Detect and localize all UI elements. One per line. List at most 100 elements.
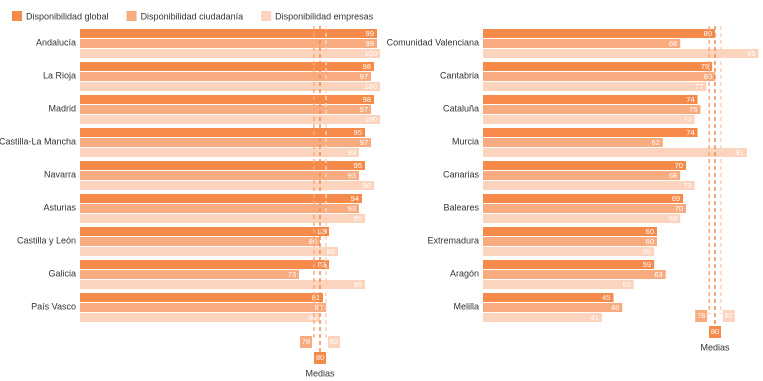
value-label: 91 xyxy=(736,148,744,157)
mean-label: 80 xyxy=(316,353,324,362)
legend-swatch xyxy=(261,11,272,21)
bar xyxy=(483,72,715,81)
bar xyxy=(80,95,374,104)
value-label: 70 xyxy=(675,161,683,170)
category-label: Canarias xyxy=(443,169,480,179)
value-label: 62 xyxy=(651,138,659,147)
value-label: 73 xyxy=(288,270,296,279)
bar xyxy=(483,313,602,322)
bar xyxy=(80,161,365,170)
category-label: Baleares xyxy=(443,202,479,212)
bar xyxy=(80,128,365,137)
value-label: 45 xyxy=(602,293,610,302)
value-label: 63 xyxy=(654,270,662,279)
mean-box xyxy=(314,352,326,364)
value-label: 80 xyxy=(309,313,317,322)
bar xyxy=(483,105,701,114)
value-label: 73 xyxy=(683,115,691,124)
value-label: 93 xyxy=(348,148,356,157)
value-label: 95 xyxy=(354,128,362,137)
bar xyxy=(483,39,681,48)
value-label: 93 xyxy=(348,171,356,180)
category-label: Madrid xyxy=(48,103,76,113)
bar xyxy=(483,247,655,256)
value-label: 100 xyxy=(364,82,377,91)
bar xyxy=(80,194,362,203)
value-label: 77 xyxy=(695,82,703,91)
category-label: Murcia xyxy=(452,136,479,146)
category-label: Galicia xyxy=(48,268,76,278)
value-label: 97 xyxy=(360,72,368,81)
bar xyxy=(80,49,380,58)
bar xyxy=(80,280,365,289)
mean-box xyxy=(709,326,721,338)
value-label: 59 xyxy=(643,260,651,269)
mean-box xyxy=(722,310,735,322)
bar xyxy=(483,204,686,213)
category-label: Melilla xyxy=(453,301,479,311)
value-label: 86 xyxy=(327,247,335,256)
bar xyxy=(80,138,371,147)
bar xyxy=(80,62,374,71)
bar xyxy=(483,29,715,38)
value-label: 80 xyxy=(309,237,317,246)
bar xyxy=(80,39,377,48)
value-label: 68 xyxy=(669,171,677,180)
value-label: 95 xyxy=(747,49,755,58)
value-label: 60 xyxy=(646,227,654,236)
bar xyxy=(80,181,374,190)
bar xyxy=(80,115,380,124)
bar xyxy=(483,214,681,223)
value-label: 94 xyxy=(351,194,359,203)
legend-label: Disponibilidad global xyxy=(26,11,109,21)
bar xyxy=(483,62,713,71)
bar xyxy=(483,181,695,190)
value-label: 73 xyxy=(683,181,691,190)
bar xyxy=(80,214,365,223)
bar xyxy=(80,247,338,256)
category-label: Cantabria xyxy=(440,70,479,80)
means-title: Medias xyxy=(305,368,335,378)
legend-swatch xyxy=(12,11,22,21)
mean-box xyxy=(695,310,708,322)
bar xyxy=(80,260,329,269)
bar xyxy=(483,148,747,157)
bar xyxy=(80,303,326,312)
bar xyxy=(80,313,320,322)
value-label: 95 xyxy=(354,214,362,223)
value-label: 99 xyxy=(366,39,374,48)
bar xyxy=(80,227,329,236)
value-label: 69 xyxy=(672,194,680,203)
bar xyxy=(483,293,614,302)
bar xyxy=(483,138,663,147)
value-label: 97 xyxy=(360,138,368,147)
bar xyxy=(483,237,657,246)
bar xyxy=(80,82,380,91)
bar xyxy=(483,128,698,137)
bar xyxy=(80,293,323,302)
category-label: La Rioja xyxy=(43,70,76,80)
value-label: 98 xyxy=(363,95,371,104)
mean-box xyxy=(328,336,340,348)
value-label: 74 xyxy=(686,128,694,137)
value-label: 100 xyxy=(364,115,377,124)
category-label: Castilla-La Mancha xyxy=(0,136,76,146)
value-label: 80 xyxy=(704,72,712,81)
bar xyxy=(80,148,359,157)
mean-label: 82 xyxy=(725,311,733,320)
value-label: 68 xyxy=(669,214,677,223)
category-label: Aragón xyxy=(450,268,479,278)
category-label: País Vasco xyxy=(31,301,76,311)
value-label: 70 xyxy=(675,204,683,213)
mean-label: 80 xyxy=(711,327,719,336)
bar xyxy=(483,95,698,104)
value-label: 83 xyxy=(318,260,326,269)
legend-label: Disponibilidad empresas xyxy=(275,11,374,21)
value-label: 75 xyxy=(689,105,697,114)
mean-label: 78 xyxy=(697,311,705,320)
value-label: 95 xyxy=(354,161,362,170)
bar xyxy=(483,270,666,279)
value-label: 100 xyxy=(364,49,377,58)
value-label: 60 xyxy=(646,237,654,246)
